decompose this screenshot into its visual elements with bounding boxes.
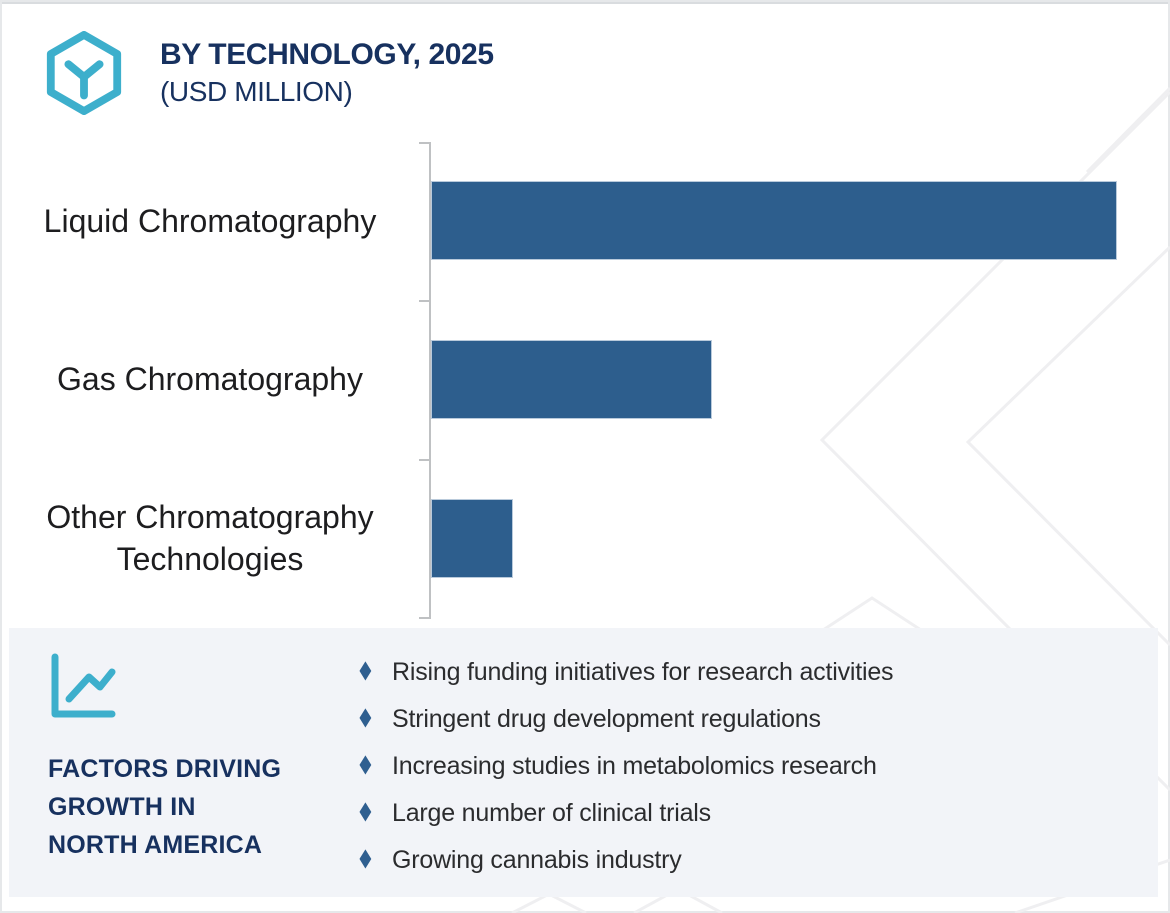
chart-subtitle: (USD MILLION)	[160, 76, 353, 107]
axis-tick	[419, 300, 430, 302]
diamond-bullet-icon: ♦	[356, 750, 375, 781]
chart-header: BY TECHNOLOGY, 2025 (USD MILLION)	[44, 31, 494, 115]
list-item: ♦ Stringent drug development regulations	[356, 696, 893, 743]
chart-title-block: BY TECHNOLOGY, 2025 (USD MILLION)	[160, 31, 494, 108]
bar-other-chromatography-technologies	[431, 499, 513, 578]
factors-panel: FACTORS DRIVING GROWTH IN NORTH AMERICA …	[9, 628, 1158, 897]
category-label-gas-chromatography: Gas Chromatography	[57, 361, 363, 398]
list-item: ♦ Large number of clinical trials	[356, 790, 893, 837]
bullet-text: Growing cannabis industry	[392, 846, 682, 874]
bullet-text: Large number of clinical trials	[392, 799, 711, 827]
category-label-other-chromatography-technologies: Other Chromatography Technologies	[46, 499, 374, 577]
bar-gas-chromatography	[431, 340, 712, 419]
factors-bullet-list: ♦ Rising funding initiatives for researc…	[356, 649, 894, 884]
factors-heading-line: GROWTH IN	[48, 793, 196, 821]
factors-panel-heading: FACTORS DRIVING GROWTH IN NORTH AMERICA	[48, 750, 281, 864]
axis-tick	[419, 459, 430, 461]
axis-tick	[419, 617, 430, 619]
line-chart-icon	[51, 653, 116, 718]
factors-heading-line: NORTH AMERICA	[48, 831, 263, 859]
hexagon-y-icon	[46, 31, 122, 115]
factors-heading-line: FACTORS DRIVING	[48, 755, 282, 783]
diamond-bullet-icon: ♦	[356, 703, 375, 734]
diamond-bullet-icon: ♦	[356, 797, 375, 828]
list-item: ♦ Increasing studies in metabolomics res…	[356, 743, 893, 790]
list-item: ♦ Rising funding initiatives for researc…	[356, 649, 894, 696]
diamond-bullet-icon: ♦	[356, 656, 375, 687]
chart-title: BY TECHNOLOGY, 2025	[160, 38, 494, 71]
bullet-text: Stringent drug development regulations	[392, 705, 821, 733]
bar-liquid-chromatography	[431, 181, 1117, 260]
list-item: ♦ Growing cannabis industry	[356, 837, 893, 884]
y-axis-line	[429, 142, 431, 619]
bullet-text: Increasing studies in metabolomics resea…	[392, 752, 877, 780]
diamond-bullet-icon: ♦	[356, 844, 375, 875]
category-label-liquid-chromatography: Liquid Chromatography	[43, 203, 377, 240]
bullet-text: Rising funding initiatives for research …	[392, 658, 894, 686]
axis-tick	[419, 142, 430, 144]
